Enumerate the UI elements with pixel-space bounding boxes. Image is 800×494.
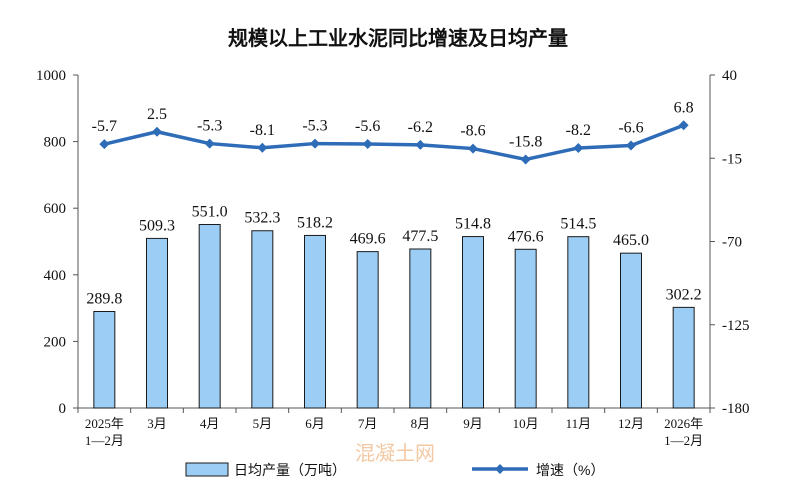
line-point xyxy=(257,142,268,153)
line-data-label: -5.3 xyxy=(302,118,327,135)
bar xyxy=(409,248,432,409)
bar xyxy=(672,306,695,409)
y-right-tick-label: -125 xyxy=(722,318,750,334)
bar xyxy=(198,224,221,409)
x-tick-label: 2026年 xyxy=(664,416,703,431)
line-data-label: -8.1 xyxy=(250,122,275,139)
line-data-label: -8.2 xyxy=(566,122,591,139)
watermark: 混凝土网 xyxy=(355,441,435,465)
x-tick-label: 3月 xyxy=(147,416,167,431)
line-point xyxy=(573,142,584,153)
y-left-tick-label: 400 xyxy=(44,268,67,284)
bar-data-label: 477.5 xyxy=(402,228,438,245)
x-tick-label: 4月 xyxy=(200,416,220,431)
y-left-tick-label: 0 xyxy=(59,401,67,417)
bar xyxy=(146,237,168,409)
line-data-label: 6.8 xyxy=(674,99,694,116)
bar xyxy=(514,248,537,409)
x-tick-label: 10月 xyxy=(513,416,539,431)
line-data-label: -5.6 xyxy=(355,118,380,135)
bar-data-label: 476.6 xyxy=(508,228,544,245)
line-point xyxy=(362,139,373,150)
bar-data-label: 302.2 xyxy=(666,286,702,303)
legend-line-marker xyxy=(495,464,505,474)
bar-series xyxy=(93,224,695,409)
bar-data-label: 469.6 xyxy=(350,231,386,248)
bar xyxy=(304,234,326,409)
line-data-label: -6.6 xyxy=(618,120,643,137)
line-data-label: 2.5 xyxy=(147,106,167,123)
line-point xyxy=(520,154,531,165)
y-left-tick-label: 800 xyxy=(44,135,67,151)
legend: 日均产量（万吨） 增速（%） xyxy=(185,462,604,478)
legend-bar-swatch xyxy=(185,462,229,477)
y-right-tick-label: -70 xyxy=(722,235,742,251)
legend-bar-label: 日均产量（万吨） xyxy=(234,462,346,478)
line-point xyxy=(204,138,215,149)
legend-line-label: 增速（%） xyxy=(536,462,604,478)
line-data-label: -15.8 xyxy=(509,133,542,150)
line-data-label: -5.7 xyxy=(92,118,117,135)
x-tick-label: 11月 xyxy=(566,416,592,431)
line-series xyxy=(99,120,689,165)
line-point xyxy=(468,143,478,154)
bar xyxy=(462,236,484,409)
line-point xyxy=(152,126,162,137)
line-point xyxy=(678,120,689,131)
bar-data-label: 509.3 xyxy=(139,217,175,234)
line-point xyxy=(99,139,110,150)
x-tick-label: 5月 xyxy=(253,416,273,431)
x-tick-label: 7月 xyxy=(358,416,378,431)
bar-data-label: 514.5 xyxy=(560,216,596,233)
line-data-label: -6.2 xyxy=(408,119,433,136)
x-tick-label: 8月 xyxy=(411,416,431,431)
line-point xyxy=(626,140,636,151)
bar xyxy=(356,251,379,409)
bar-data-label: 532.3 xyxy=(244,210,280,227)
bar-data-label: 465.0 xyxy=(613,232,649,249)
line-data-label: -8.6 xyxy=(460,123,485,140)
chart-title: 规模以上工业水泥同比增速及日均产量 xyxy=(228,26,568,50)
bar-data-label: 289.8 xyxy=(86,290,122,307)
bar xyxy=(567,236,590,409)
x-tick-label: 1—2月 xyxy=(85,433,124,448)
y-left-tick-label: 600 xyxy=(44,201,67,217)
x-tick-label: 2025年 xyxy=(85,416,124,431)
bar-data-label: 514.8 xyxy=(455,216,491,233)
y-right-tick-label: -15 xyxy=(722,151,742,167)
line-point xyxy=(310,138,320,149)
bar xyxy=(251,230,274,409)
bar xyxy=(620,252,642,409)
y-left-tick-label: 200 xyxy=(44,334,67,350)
line-data-label: -5.3 xyxy=(197,118,222,135)
bar xyxy=(93,310,116,409)
x-tick-label: 6月 xyxy=(305,416,325,431)
bar-data-label: 518.2 xyxy=(297,214,333,231)
y-right-tick-label: 40 xyxy=(722,68,737,84)
x-tick-label: 12月 xyxy=(618,416,644,431)
bar-data-label: 551.0 xyxy=(192,204,228,221)
y-right-tick-label: -180 xyxy=(722,401,750,417)
axes: 0 200 400 600 800 1000 -180 -125 -70 -15 40 2025年 1—… xyxy=(36,68,750,448)
x-tick-label: 9月 xyxy=(463,416,483,431)
line-point xyxy=(415,139,426,150)
x-tick-label: 1—2月 xyxy=(664,433,703,448)
line-path xyxy=(103,123,685,162)
data-labels: 289.8 509.3 551.0 532.3 518.2 469.6 477.5 514.8… xyxy=(86,99,701,307)
y-left-tick-label: 1000 xyxy=(36,68,66,84)
